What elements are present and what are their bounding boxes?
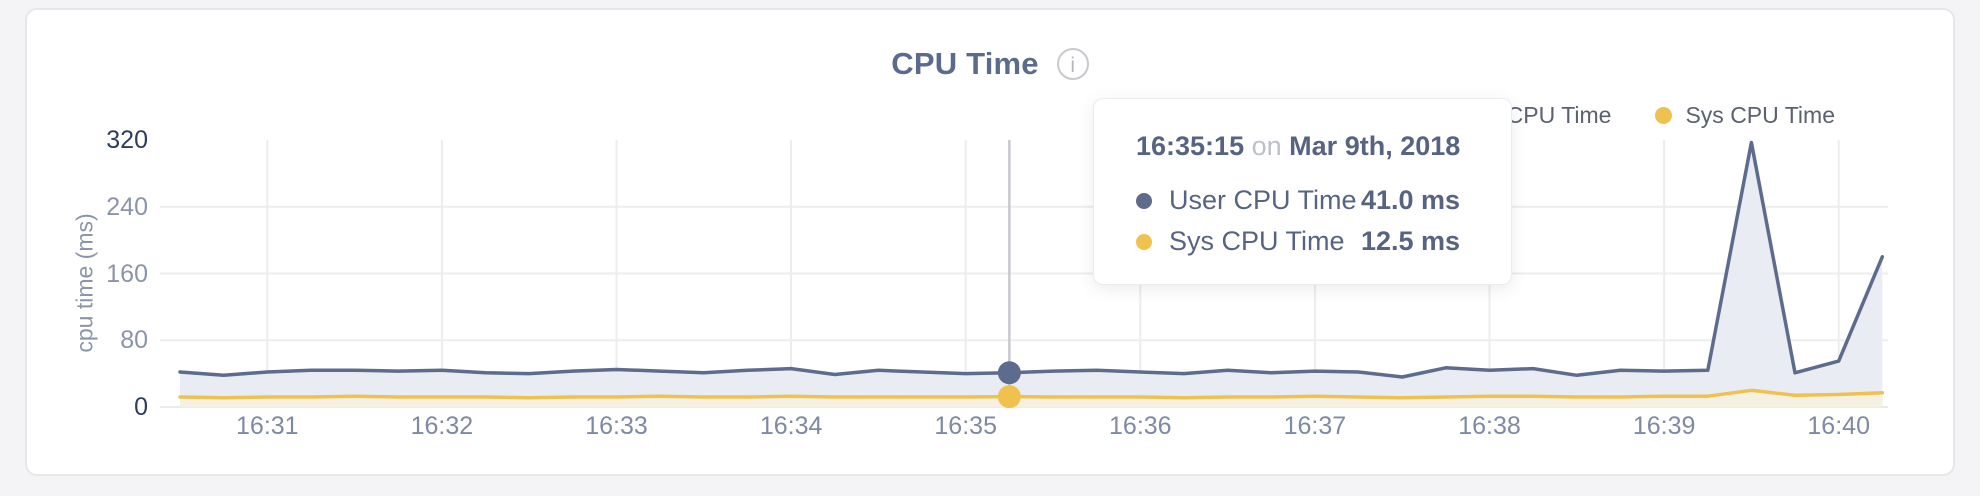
- x-tick-label: 16:39: [1632, 412, 1696, 440]
- chart-header: CPU Time i: [27, 46, 1953, 82]
- tooltip-series-label: Sys CPU Time: [1169, 226, 1345, 256]
- x-tick-label: 16:40: [1807, 412, 1870, 440]
- y-tick-label: 80: [120, 326, 148, 355]
- sys-cpu-area: [180, 390, 1883, 407]
- info-icon[interactable]: i: [1056, 48, 1089, 80]
- tooltip-dot-sys-icon: [1136, 233, 1152, 250]
- tooltip-series-label: User CPU Time: [1169, 185, 1357, 215]
- tooltip-series-value: 12.5 ms: [1361, 226, 1461, 256]
- hover-point-user: [997, 361, 1021, 385]
- user-cpu-area: [180, 142, 1883, 407]
- x-tick-label: 16:36: [1109, 412, 1172, 440]
- y-tick-label: 240: [106, 192, 148, 221]
- y-tick-label: 0: [134, 393, 148, 421]
- y-tick-label: 320: [106, 126, 148, 154]
- x-tick-label: 16:38: [1458, 412, 1521, 440]
- x-tick-label: 16:35: [934, 412, 997, 440]
- x-tick-label: 16:33: [585, 412, 648, 440]
- tooltip-row-user: User CPU Time 41.0 ms: [1136, 180, 1511, 221]
- tooltip-row-sys: Sys CPU Time 12.5 ms: [1136, 221, 1511, 262]
- user-cpu-line: [178, 140, 1885, 379]
- sys-cpu-line: [178, 388, 1885, 400]
- tooltip-dot-user-icon: [1136, 192, 1152, 209]
- tooltip-time: 16:35:15: [1136, 131, 1245, 161]
- legend-label: Sys CPU Time: [1685, 102, 1835, 128]
- x-tick-label: 16:31: [236, 412, 299, 440]
- tooltip-date: Mar 9th, 2018: [1289, 131, 1461, 161]
- legend-dot-sys-icon: [1655, 107, 1673, 124]
- x-tick-label: 16:34: [759, 412, 823, 440]
- x-tick-label: 16:37: [1283, 412, 1347, 440]
- tooltip-header: 16:35:15 on Mar 9th, 2018: [1136, 131, 1511, 162]
- hover-point-sys: [997, 385, 1021, 409]
- chart-title: CPU Time: [891, 46, 1039, 81]
- tooltip-conjunction: on: [1251, 131, 1282, 161]
- hover-tooltip: 16:35:15 on Mar 9th, 2018 User CPU Time …: [1093, 98, 1512, 285]
- y-tick-label: 160: [106, 259, 148, 288]
- x-tick-label: 16:32: [410, 412, 474, 440]
- legend-item-sys-cpu-time[interactable]: Sys CPU Time: [1655, 102, 1835, 129]
- tooltip-series-value: 41.0 ms: [1361, 185, 1461, 215]
